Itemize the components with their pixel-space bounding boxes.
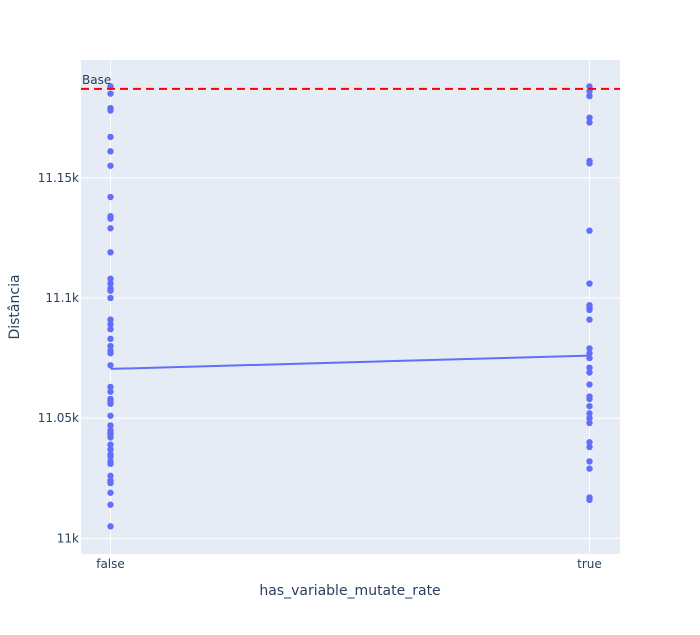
data-layer: Base [81,73,620,530]
y-axis-title: Distância [7,274,23,339]
data-point [107,489,114,496]
data-point [586,345,593,352]
data-point [586,410,593,417]
tick-labels: 11k 11.05k 11.1k 11.15k false true [38,171,602,571]
data-point [107,383,114,391]
data-point [586,395,593,403]
data-point [107,501,114,508]
data-point [107,362,114,369]
data-point [107,523,114,530]
data-point [107,294,114,302]
data-point [107,434,114,441]
data-point [586,92,593,100]
y-tick-label: 11.1k [45,291,79,305]
data-point [586,227,593,234]
data-point [107,446,114,453]
data-point [107,422,114,429]
data-point [586,119,593,126]
data-point [107,107,114,114]
mean-line [110,354,590,370]
baseline-label: Base [82,73,111,87]
data-point [586,496,593,504]
data-point [586,458,593,465]
data-point [107,275,114,282]
data-point [586,465,593,472]
data-point [107,479,114,487]
data-point [586,369,593,376]
data-point [107,460,114,468]
x-axis-title: has_variable_mutate_rate [259,583,440,599]
data-point [586,402,593,410]
data-point [107,388,114,395]
data-point [586,114,593,121]
data-point [107,321,114,328]
data-point [586,280,593,287]
data-point [107,326,114,333]
data-point [107,133,114,141]
data-point [107,215,114,222]
x-tick-label: false [96,557,125,571]
y-tick-label: 11.15k [38,171,79,185]
data-point [107,162,114,169]
data-point [107,412,114,419]
data-point [107,441,114,448]
data-point [107,472,114,480]
x-tick-label: true [577,557,602,571]
data-point [107,316,114,323]
data-point [586,381,593,388]
data-point [107,148,114,155]
data-point [107,280,114,287]
data-point [586,160,593,167]
data-point [107,249,114,256]
data-point [107,225,114,232]
data-point [586,414,593,422]
data-point [107,400,114,407]
data-point [586,443,593,451]
data-point [586,306,593,314]
data-point [586,419,593,427]
data-point [107,335,114,343]
data-point [107,342,114,350]
y-tick-label: 11k [57,531,79,545]
data-point [107,90,114,97]
y-tick-label: 11.05k [38,411,79,425]
data-point [107,193,114,201]
data-point [107,287,114,294]
data-point [586,439,593,446]
data-point [107,350,114,357]
data-point [107,453,114,460]
data-point [586,316,593,323]
plot-background [81,60,620,554]
data-point [586,364,593,371]
